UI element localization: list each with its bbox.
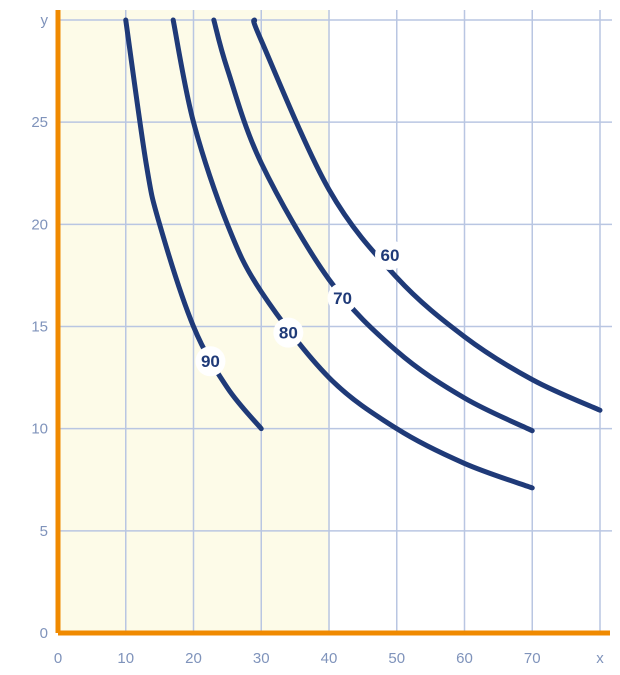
x-tick-label: 70 (524, 650, 541, 667)
curve-label-background (374, 239, 405, 270)
grid (58, 10, 612, 633)
curve-60 (251, 17, 603, 413)
x-tick-label: 40 (321, 650, 338, 667)
x-tick-label: 20 (185, 650, 202, 667)
curve-label-background (195, 346, 226, 377)
y-tick-label: 5 (40, 523, 48, 540)
curve-label-90: 90 (201, 352, 220, 371)
y-tick-label: 15 (31, 319, 48, 336)
axes (55, 10, 610, 636)
x-tick-label: 10 (117, 650, 134, 667)
x-tick-label: 50 (388, 650, 405, 667)
curves (123, 17, 603, 491)
curve-labels: 90 80 70 60 (195, 239, 405, 377)
curve-label-80: 80 (279, 324, 298, 343)
y-tick-label: y (41, 12, 49, 29)
curve-label-60: 60 (381, 246, 400, 265)
curve-label-70: 70 (333, 289, 352, 308)
x-tick-label: 60 (456, 650, 473, 667)
x-tick-label: 30 (253, 650, 270, 667)
tick-labels: 0 10 20 30 40 50 60 70 x 0 5 10 15 20 25 y (31, 12, 604, 667)
y-tick-label: 10 (31, 421, 48, 438)
y-tick-label: 20 (31, 216, 48, 233)
y-tick-label: 25 (31, 114, 48, 131)
y-tick-label: 0 (40, 625, 48, 642)
curve-70 (211, 17, 535, 434)
curve-label-background (273, 317, 304, 348)
x-tick-label: x (596, 650, 604, 667)
x-tick-label: 0 (54, 650, 62, 667)
curve-90 (123, 17, 264, 432)
curve-label-background (327, 282, 358, 313)
